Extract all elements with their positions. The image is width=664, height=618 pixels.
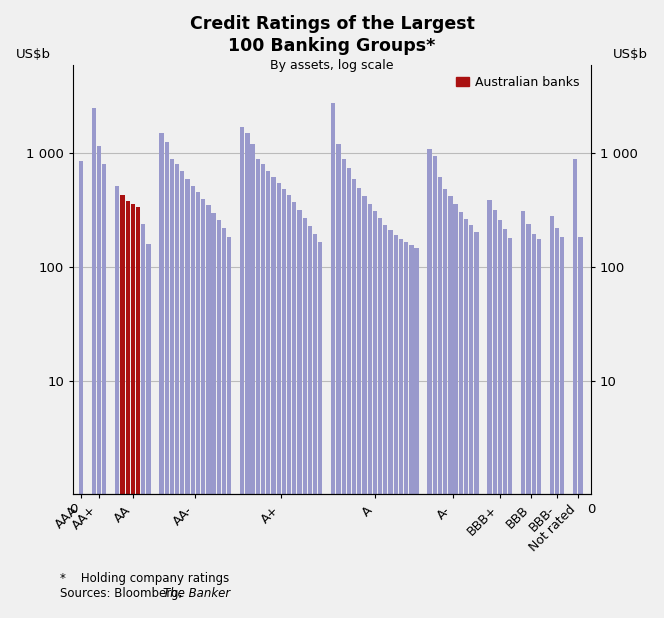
Bar (352, 179, 357, 618)
Bar (394, 235, 398, 618)
Text: By assets, log scale: By assets, log scale (270, 59, 394, 72)
Bar (428, 149, 432, 618)
Bar (498, 220, 502, 618)
Bar (414, 248, 419, 618)
Bar (303, 218, 307, 618)
Bar (307, 226, 312, 618)
Bar (207, 205, 210, 618)
Bar (527, 224, 531, 618)
Bar (165, 142, 169, 618)
Bar (508, 238, 513, 618)
Bar (469, 225, 473, 618)
Bar (503, 229, 507, 618)
Bar (550, 216, 554, 618)
Bar (464, 219, 468, 618)
Bar (318, 242, 323, 618)
Text: US$b: US$b (613, 48, 648, 61)
Bar (175, 164, 179, 618)
Bar (297, 210, 301, 618)
Text: 0: 0 (69, 503, 77, 516)
Bar (337, 145, 341, 618)
Bar (438, 177, 442, 618)
Bar (474, 232, 479, 618)
Bar (404, 242, 408, 618)
Text: Sources: Bloomberg;: Sources: Bloomberg; (60, 587, 186, 600)
Bar (120, 195, 125, 618)
Bar (92, 108, 96, 618)
Bar (313, 234, 317, 618)
Bar (383, 225, 388, 618)
Bar (222, 228, 226, 618)
Bar (433, 156, 437, 618)
Bar (347, 167, 351, 618)
Bar (245, 133, 250, 618)
Bar (272, 177, 276, 618)
Bar (388, 231, 392, 618)
Bar (196, 192, 200, 618)
Legend: Australian banks: Australian banks (452, 71, 585, 94)
Text: 100 Banking Groups*: 100 Banking Groups* (228, 37, 436, 55)
Text: *    Holding company ratings: * Holding company ratings (60, 572, 229, 585)
Bar (292, 203, 296, 618)
Bar (373, 211, 377, 618)
Bar (240, 127, 244, 618)
Bar (357, 188, 361, 618)
Bar (201, 198, 205, 618)
Bar (368, 204, 372, 618)
Bar (276, 183, 281, 618)
Text: US$b: US$b (16, 48, 51, 61)
Bar (159, 133, 163, 618)
Bar (448, 196, 453, 618)
Bar (191, 185, 195, 618)
Bar (573, 159, 578, 618)
Bar (532, 234, 536, 618)
Bar (136, 206, 140, 618)
Bar (79, 161, 83, 618)
Bar (409, 245, 414, 618)
Bar (227, 237, 231, 618)
Bar (185, 179, 190, 618)
Bar (287, 195, 291, 618)
Bar (261, 164, 265, 618)
Bar (578, 237, 583, 618)
Bar (216, 220, 221, 618)
Bar (282, 188, 286, 618)
Bar (555, 228, 559, 618)
Bar (443, 188, 448, 618)
Bar (170, 159, 174, 618)
Bar (493, 210, 497, 618)
Bar (146, 244, 151, 618)
Bar (459, 212, 463, 618)
Bar (399, 239, 403, 618)
Text: 0: 0 (587, 503, 595, 516)
Bar (256, 159, 260, 618)
Bar (250, 145, 255, 618)
Bar (378, 218, 382, 618)
Bar (266, 171, 270, 618)
Bar (454, 204, 457, 618)
Bar (125, 201, 130, 618)
Bar (487, 200, 491, 618)
Bar (141, 224, 145, 618)
Text: Credit Ratings of the Largest: Credit Ratings of the Largest (189, 15, 475, 33)
Bar (97, 146, 101, 618)
Bar (211, 213, 216, 618)
Bar (363, 196, 367, 618)
Bar (331, 103, 335, 618)
Bar (180, 171, 185, 618)
Text: The Banker: The Banker (163, 587, 230, 600)
Bar (537, 239, 541, 618)
Bar (521, 211, 525, 618)
Bar (131, 204, 135, 618)
Bar (102, 164, 106, 618)
Bar (115, 185, 120, 618)
Bar (560, 237, 564, 618)
Bar (341, 159, 346, 618)
